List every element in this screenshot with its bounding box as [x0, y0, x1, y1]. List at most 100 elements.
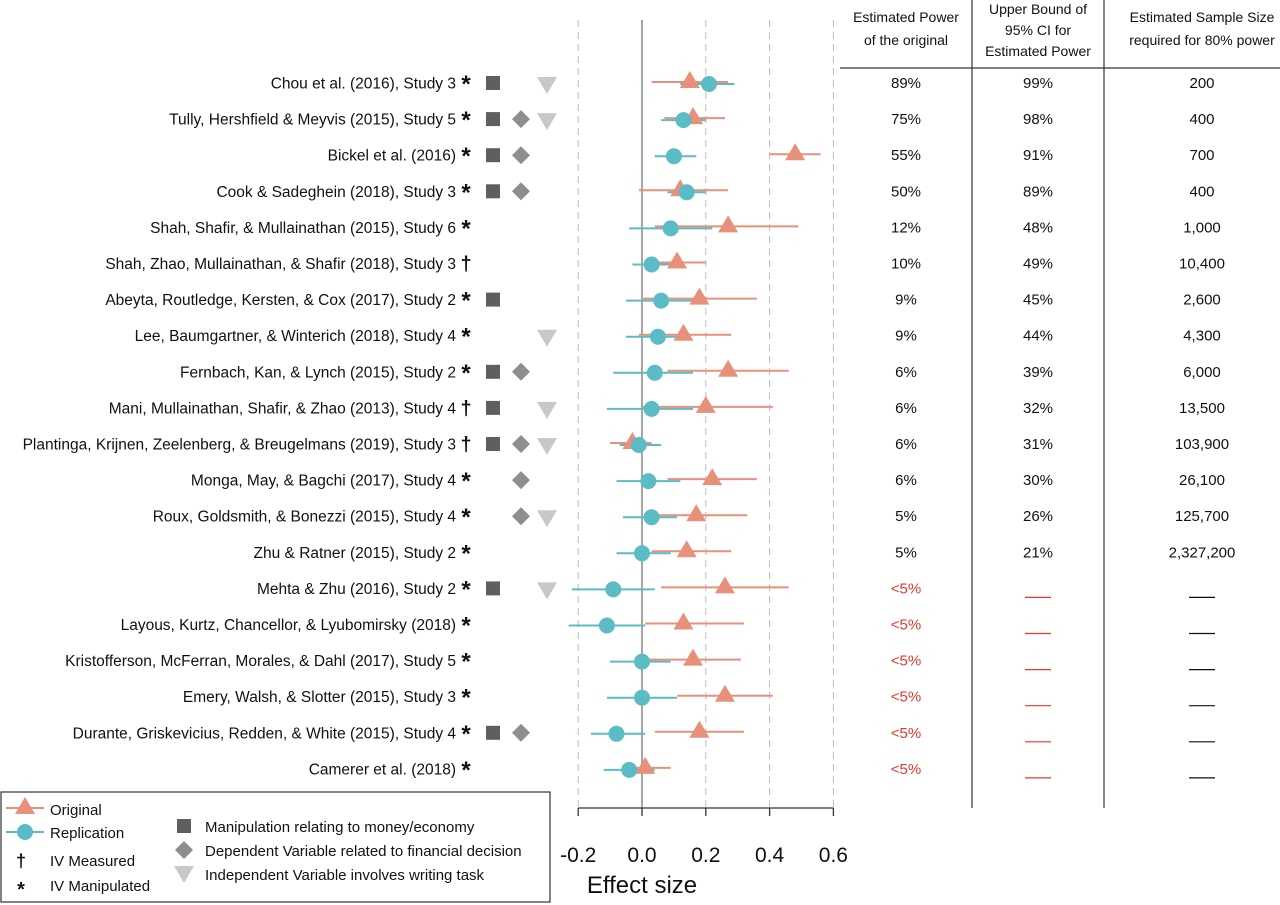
upper-bound-cell: 44% [1023, 328, 1053, 345]
replication-estimate-point [700, 76, 717, 92]
iv-manipulated-star: * [461, 360, 471, 387]
power-cell: <5% [891, 580, 921, 597]
writing-task-triangle-icon [537, 329, 557, 347]
replication-estimate-point [608, 725, 625, 742]
study-label: Kristofferson, McFerran, Morales, & Dahl… [65, 653, 456, 670]
study-label: Fernbach, Kan, & Lynch (2015), Study 2 [180, 364, 456, 381]
power-cell: 5% [895, 544, 917, 561]
replication-estimate-point [646, 364, 663, 381]
replication-estimate-point [649, 328, 666, 345]
money-square-icon [486, 76, 500, 90]
upper-bound-cell: 91% [1023, 147, 1053, 164]
upper-bound-cell: 21% [1023, 544, 1053, 561]
study-label: Zhu & Ratner (2015), Study 2 [254, 545, 456, 562]
study-label: Lee, Baumgartner, & Winterich (2018), St… [135, 328, 457, 345]
legend-money-square [177, 819, 191, 833]
legend-replication-circle [17, 824, 33, 840]
original-estimate-point [714, 576, 735, 594]
study-row: Mani, Mullainathan, Shafir, & Zhao (2013… [109, 395, 1225, 420]
sample-size-cell: 103,900 [1175, 436, 1229, 453]
iv-measured-dagger: † [460, 434, 471, 456]
table-header-2: Upper Bound of 95% CI for Estimated Power [985, 1, 1091, 59]
study-row: Layous, Kurtz, Chancellor, & Lyubomirsky… [121, 612, 1215, 640]
iv-manipulated-star: * [461, 215, 471, 242]
gridlines [577, 20, 834, 808]
money-square-icon [486, 112, 500, 127]
study-row: Chou et al. (2016), Study 3 * 89% 99% 200 [271, 71, 1215, 98]
study-label: Bickel et al. (2016) [328, 148, 456, 165]
study-row: Kristofferson, McFerran, Morales, & Dahl… [65, 648, 1215, 676]
study-row: Camerer et al. (2018) * <5% [309, 756, 1215, 784]
study-label: Mani, Mullainathan, Shafir, & Zhao (2013… [109, 400, 457, 417]
power-cell: 6% [895, 364, 917, 381]
writing-task-triangle-icon [537, 510, 557, 528]
x-tick-label: 0.0 [627, 844, 656, 867]
study-row: Roux, Goldsmith, & Bonezzi (2015), Study… [153, 504, 1229, 531]
study-row: Bickel et al. (2016) * 55% 91% 700 [328, 143, 1215, 170]
iv-manipulated-star: * [461, 721, 471, 748]
original-estimate-point [635, 756, 656, 774]
upper-bound-cell: 48% [1023, 219, 1053, 236]
writing-task-triangle-icon [537, 401, 557, 419]
iv-manipulated-star: * [461, 324, 471, 351]
iv-manipulated-star: * [461, 288, 471, 315]
study-label: Roux, Goldsmith, & Bonezzi (2015), Study… [153, 509, 457, 526]
replication-estimate-point [653, 292, 670, 309]
sample-size-cell: 13,500 [1179, 400, 1225, 417]
writing-task-triangle-icon [537, 438, 557, 455]
original-estimate-point [785, 143, 806, 161]
iv-measured-dagger: † [460, 254, 471, 276]
legend-dagger-symbol: † [16, 851, 26, 871]
iv-manipulated-star: * [461, 504, 471, 531]
replication-estimate-point [634, 653, 650, 670]
power-cell: 9% [895, 292, 917, 309]
original-estimate-point [667, 251, 688, 269]
replication-estimate-point [643, 400, 660, 417]
financial-dv-diamond-icon [512, 471, 530, 490]
sample-size-cell: 700 [1189, 147, 1214, 164]
power-cell: 75% [891, 111, 921, 128]
study-row: Durante, Griskevicius, Redden, & White (… [73, 720, 1215, 748]
money-square-icon [486, 581, 500, 596]
iv-manipulated-star: * [461, 613, 471, 640]
sample-size-cell: 1,000 [1183, 219, 1221, 236]
upper-bound-cell: 49% [1023, 256, 1053, 273]
x-tick-label: -0.2 [560, 844, 596, 867]
study-row: Lee, Baumgartner, & Winterich (2018), St… [135, 323, 1221, 351]
study-label: Shah, Shafir, & Mullainathan (2015), Stu… [150, 220, 456, 237]
original-estimate-point [679, 71, 700, 88]
power-cell: <5% [891, 761, 921, 778]
upper-bound-cell: 89% [1023, 183, 1053, 200]
power-cell: 6% [895, 436, 917, 453]
x-tick-label: 0.6 [819, 844, 848, 867]
legend-iv-measured-label: IV Measured [50, 853, 135, 870]
power-cell: 50% [891, 183, 921, 200]
sample-size-cell: 400 [1189, 183, 1214, 200]
upper-bound-cell: 26% [1023, 508, 1053, 525]
legend-star-symbol: * [17, 879, 25, 901]
replication-estimate-point [662, 220, 679, 237]
money-square-icon [486, 725, 500, 740]
power-cell: 6% [895, 400, 917, 417]
x-tick-label: 0.2 [691, 844, 720, 867]
power-cell: 9% [895, 328, 917, 345]
iv-manipulated-star: * [461, 468, 471, 495]
study-label: Monga, May, & Bagchi (2017), Study 4 [191, 473, 456, 490]
financial-dv-diamond-icon [512, 110, 530, 129]
study-label: Emery, Walsh, & Slotter (2015), Study 3 [183, 689, 456, 706]
iv-manipulated-star: * [461, 757, 471, 784]
upper-bound-cell: 32% [1023, 400, 1053, 417]
replication-estimate-point [605, 581, 622, 598]
study-row: Plantinga, Krijnen, Zeelenberg, & Breuge… [23, 432, 1229, 456]
study-row: Shah, Shafir, & Mullainathan (2015), Stu… [150, 215, 1221, 242]
upper-bound-cell: 99% [1023, 75, 1053, 92]
power-cell: 6% [895, 472, 917, 489]
original-estimate-point [695, 395, 716, 413]
legend-iv-manipulated-label: IV Manipulated [50, 878, 150, 895]
money-square-icon [486, 364, 500, 379]
study-row: Mehta & Zhu (2016), Study 2 * <5% [257, 576, 1215, 603]
money-square-icon [486, 437, 500, 451]
writing-task-triangle-icon [537, 582, 557, 600]
financial-dv-diamond-icon [512, 146, 530, 165]
